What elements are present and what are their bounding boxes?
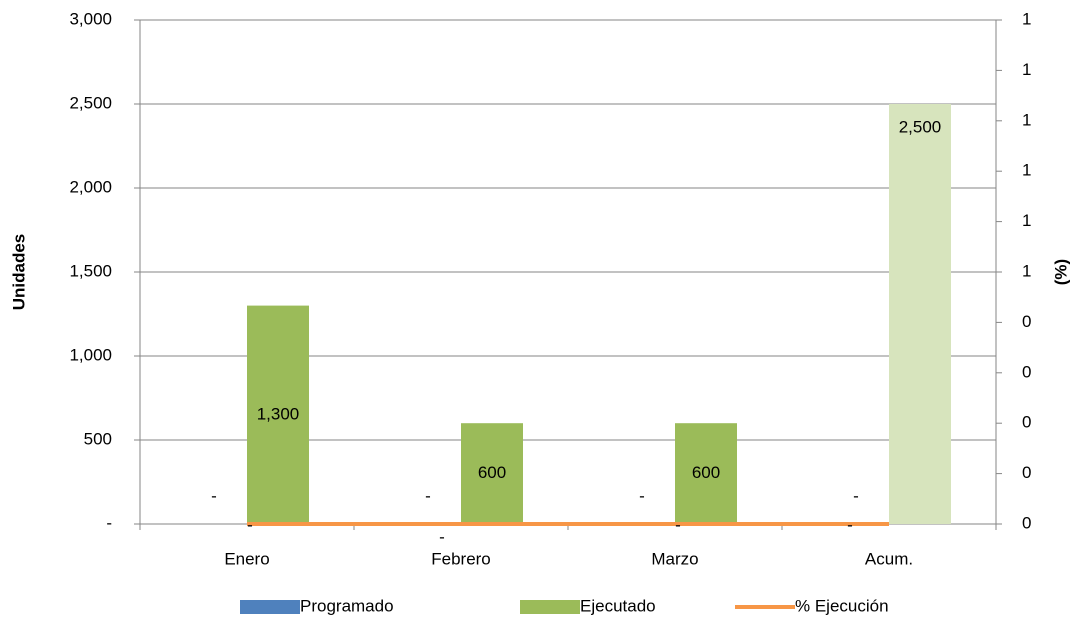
y2-tick-label: 0	[1022, 463, 1031, 482]
bar	[461, 423, 523, 524]
y2-tick-label: 0	[1022, 362, 1031, 381]
y2-tick-label: 1	[1022, 161, 1031, 180]
y-tick-label: 500	[84, 429, 112, 448]
bar	[675, 423, 737, 524]
y-tick-label: 3,000	[69, 9, 112, 28]
data-label: -	[211, 486, 217, 505]
y2-tick-label: 1	[1022, 110, 1031, 129]
legend-swatch	[240, 600, 300, 614]
x-tick-label: Febrero	[431, 549, 491, 568]
y2-tick-label: 1	[1022, 9, 1031, 28]
data-label: 600	[478, 463, 506, 482]
y2-tick-label: 0	[1022, 413, 1031, 432]
y-tick-label: -	[106, 513, 112, 532]
bar	[889, 104, 951, 524]
data-label: -	[639, 486, 645, 505]
y-tick-label: 2,500	[69, 93, 112, 112]
bar	[247, 305, 309, 524]
y-axis-title: Unidades	[9, 234, 28, 311]
y2-tick-label: 1	[1022, 60, 1031, 79]
y-tick-label: 2,000	[69, 177, 112, 196]
data-label: -	[847, 515, 853, 534]
data-label: -	[853, 486, 859, 505]
x-tick-label: Marzo	[651, 549, 698, 568]
legend-label: % Ejecución	[795, 596, 889, 615]
data-label: -	[247, 515, 253, 534]
legend-label: Ejecutado	[580, 596, 656, 615]
legend-swatch	[520, 600, 580, 614]
y-tick-label: 1,000	[69, 345, 112, 364]
y-tick-label: 1,500	[69, 261, 112, 280]
x-tick-label: Enero	[224, 549, 269, 568]
legend-label: Programado	[300, 596, 394, 615]
data-label: 2,500	[899, 117, 942, 136]
data-label: -	[675, 515, 681, 534]
y2-tick-label: 0	[1022, 312, 1031, 331]
x-tick-label: Acum.	[865, 549, 913, 568]
data-label: 600	[692, 463, 720, 482]
data-label: -	[425, 486, 431, 505]
data-label: 1,300	[257, 404, 300, 423]
y2-tick-label: 1	[1022, 261, 1031, 280]
y2-tick-label: 1	[1022, 211, 1031, 230]
data-label: -	[439, 527, 445, 546]
y2-axis-title: (%)	[1051, 259, 1070, 285]
y2-tick-label: 0	[1022, 513, 1031, 532]
